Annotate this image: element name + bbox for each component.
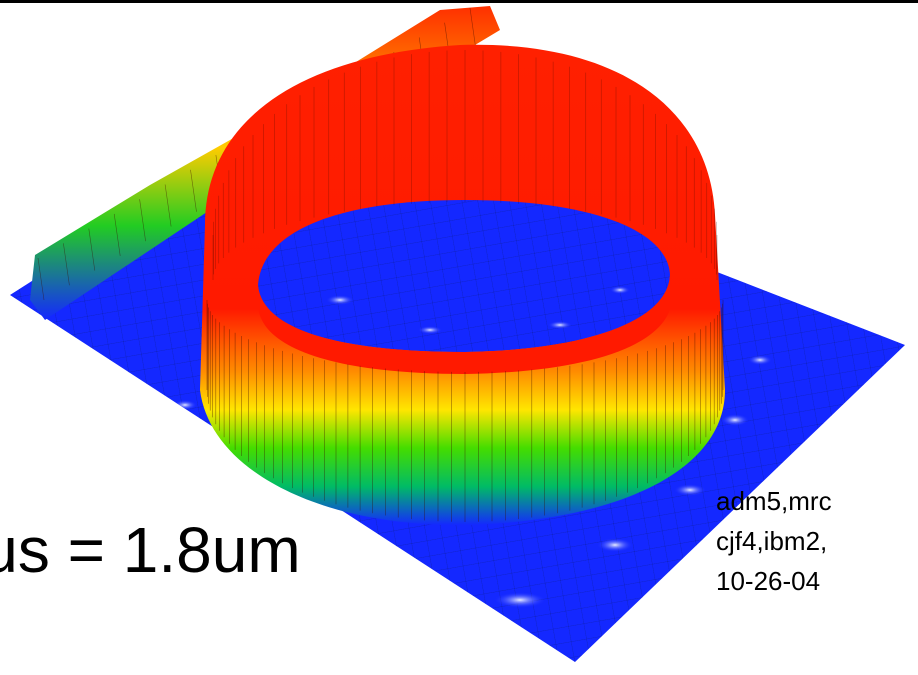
radius-caption: ius = 1.8um <box>0 514 301 586</box>
meta-line-1: adm5,mrc <box>716 486 832 516</box>
ring-wall-ripples <box>206 50 724 522</box>
opening-spots <box>326 286 630 334</box>
ring-front-lip <box>258 275 672 374</box>
meta-line-2: cjf4,ibm2, <box>716 526 828 556</box>
top-border-line <box>0 0 918 3</box>
meta-line-3: 10-26-04 <box>716 566 821 596</box>
